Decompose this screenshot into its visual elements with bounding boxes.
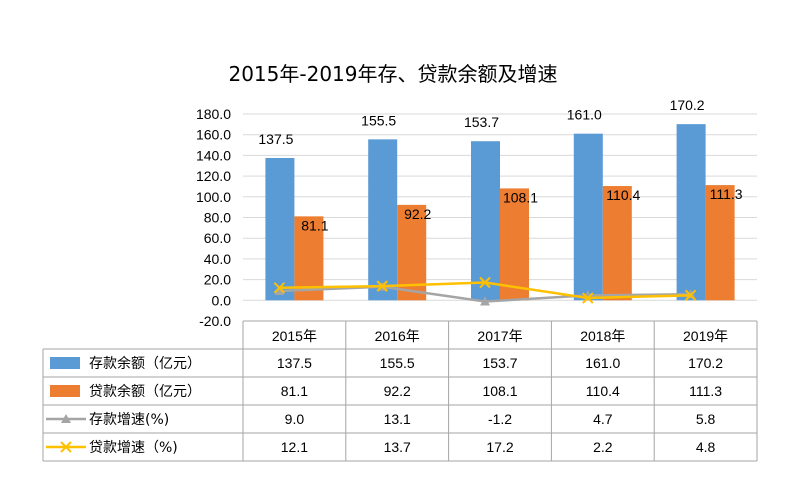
category-label: 2015年 xyxy=(272,328,317,344)
legend-label: 存款余额（亿元） xyxy=(89,355,201,372)
data-label: 137.5 xyxy=(258,131,293,147)
data-label: 81.1 xyxy=(301,217,328,233)
bar-deposit xyxy=(573,133,603,301)
lines xyxy=(273,276,697,306)
y-tick-label: 20.0 xyxy=(204,272,231,288)
data-label: 161.0 xyxy=(567,107,602,123)
y-tick-label: 180.0 xyxy=(196,106,231,122)
table-cell: 4.8 xyxy=(696,439,716,455)
y-tick-label: 40.0 xyxy=(204,251,231,267)
table-cell: 92.2 xyxy=(384,383,411,399)
data-label: 153.7 xyxy=(464,114,499,130)
legend-marker xyxy=(60,441,72,453)
y-tick-label: 140.0 xyxy=(196,147,231,163)
table-cell: 108.1 xyxy=(482,383,517,399)
line-marker xyxy=(582,292,594,304)
bar-loan xyxy=(500,188,529,301)
table-cell: 17.2 xyxy=(486,439,513,455)
bar-deposit xyxy=(368,139,398,301)
y-tick-label: 80.0 xyxy=(204,210,231,226)
y-tick-label: 0.0 xyxy=(212,292,232,308)
table-cell: 9.0 xyxy=(285,411,305,427)
table-cell: 153.7 xyxy=(482,355,517,371)
table-cell: 155.5 xyxy=(380,355,415,371)
data-label: 111.3 xyxy=(710,186,743,202)
line-marker xyxy=(479,276,491,289)
line-marker xyxy=(376,280,388,292)
category-label: 2017年 xyxy=(477,328,522,344)
legend-label: 贷款增速（%) xyxy=(89,440,178,456)
data-label: 108.1 xyxy=(503,189,538,205)
data-label: 110.4 xyxy=(606,187,640,203)
legend-key xyxy=(50,357,80,369)
bar-deposit xyxy=(265,157,295,301)
data-labels: 137.5 155.5 153.7 161.0 170.2 81.1 92.2 108.1 11… xyxy=(258,97,742,233)
table-cell: -1.2 xyxy=(488,411,512,427)
bars xyxy=(265,124,735,301)
legend-marker xyxy=(61,414,71,423)
table-cell: 2.2 xyxy=(593,439,613,455)
legend-key xyxy=(50,385,80,397)
bar-deposit xyxy=(471,141,500,301)
line-marker xyxy=(273,282,286,294)
table-cell: 5.8 xyxy=(696,411,716,427)
line-marker xyxy=(274,285,285,295)
table-cell: 81.1 xyxy=(281,383,308,399)
data-label: 170.2 xyxy=(670,97,705,113)
y-tick-label: 160.0 xyxy=(196,127,231,143)
data-label: 155.5 xyxy=(361,112,396,128)
category-label: 2019年 xyxy=(683,328,728,344)
category-label: 2018年 xyxy=(580,328,625,344)
table-cell: 13.1 xyxy=(384,411,411,427)
bar-loan xyxy=(602,186,632,301)
y-tick-label: 60.0 xyxy=(204,230,231,246)
y-tick-label: 120.0 xyxy=(196,168,231,184)
table-cell: 13.7 xyxy=(384,439,411,455)
table-cell: 110.4 xyxy=(586,383,620,399)
bar-loan xyxy=(705,185,735,301)
y-tick-label: 100.0 xyxy=(196,189,231,205)
table-cell: 111.3 xyxy=(689,383,722,399)
legend-label: 存款增速(%) xyxy=(89,412,169,428)
table-cell: 137.5 xyxy=(277,355,312,371)
table-cell: 170.2 xyxy=(688,355,723,371)
table-cell: 4.7 xyxy=(593,411,613,427)
data-label: 92.2 xyxy=(404,206,431,222)
chart-title: 2015年-2019年存、贷款余额及增速 xyxy=(228,62,557,86)
category-label: 2016年 xyxy=(375,328,420,344)
bar-deposit xyxy=(676,124,706,301)
line-marker xyxy=(480,296,490,306)
y-axis-ticks: 180.0 160.0 140.0 120.0 100.0 80.0 60.0 40.0 20.… xyxy=(196,106,231,329)
y-tick-label: -20.0 xyxy=(199,313,231,329)
legend-label: 贷款余额（亿元） xyxy=(89,383,201,400)
table-cell: 161.0 xyxy=(585,355,620,371)
table-cell: 12.1 xyxy=(281,439,308,455)
line-marker xyxy=(684,289,697,302)
